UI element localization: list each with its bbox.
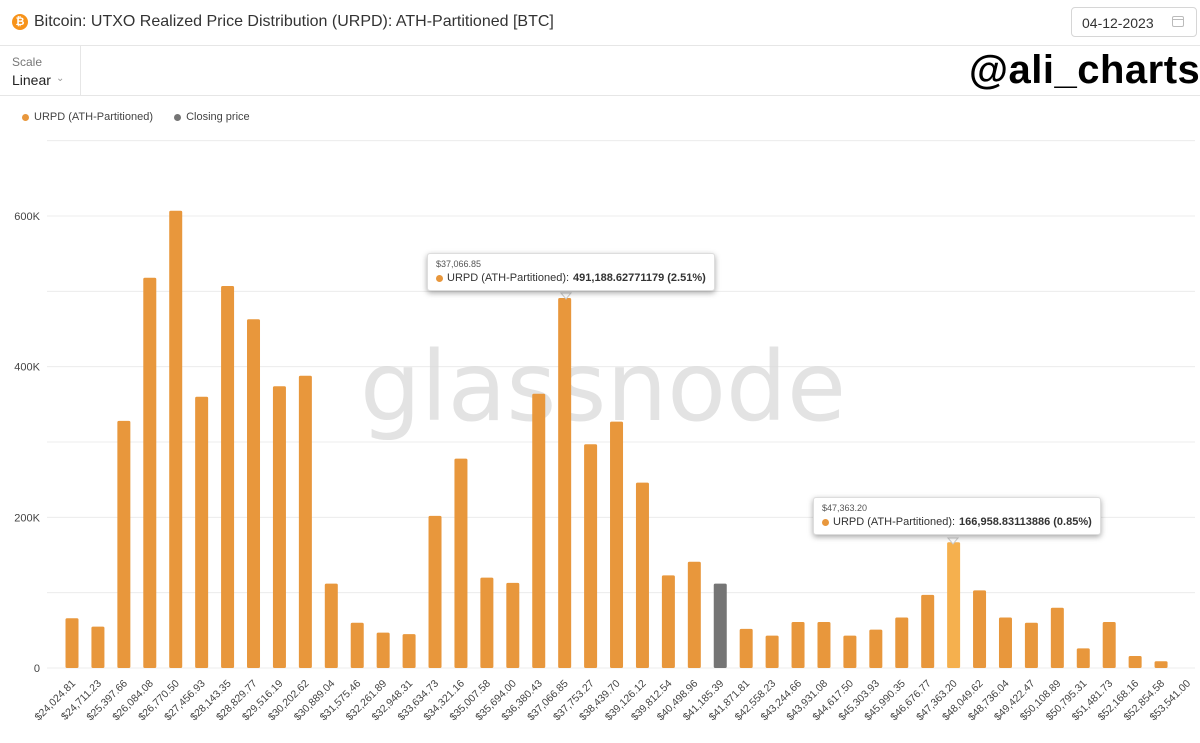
tooltip-37066: $37,066.85 URPD (ATH-Partitioned): 491,1… bbox=[427, 253, 715, 291]
y-tick-label: 200K bbox=[14, 512, 40, 524]
bar-urpd bbox=[324, 583, 338, 668]
legend-item-closing-price[interactable]: Closing price bbox=[174, 111, 250, 123]
bar-urpd bbox=[895, 617, 909, 668]
tooltip-line: URPD (ATH-Partitioned): 166,958.83113886… bbox=[822, 516, 1092, 528]
bar-urpd bbox=[973, 590, 987, 668]
bar-urpd bbox=[998, 617, 1012, 668]
date-value: 04-12-2023 bbox=[1082, 15, 1154, 31]
tooltip-47363: $47,363.20 URPD (ATH-Partitioned): 166,9… bbox=[813, 497, 1101, 535]
y-tick-label: 600K bbox=[14, 211, 40, 223]
legend-item-urpd[interactable]: URPD (ATH-Partitioned) bbox=[22, 111, 153, 123]
bar-urpd bbox=[298, 375, 312, 668]
tooltip-pointer bbox=[559, 292, 573, 300]
tooltip-value: 166,958.83113886 (0.85%) bbox=[959, 516, 1092, 528]
bar-urpd bbox=[558, 297, 572, 668]
bar-urpd bbox=[843, 635, 857, 668]
bar-urpd bbox=[402, 634, 416, 668]
bar-urpd bbox=[376, 632, 390, 668]
bar-urpd bbox=[506, 582, 520, 668]
chart-toolbar: Scale Linear ⌄ bbox=[0, 46, 1200, 96]
bar-urpd bbox=[454, 458, 468, 668]
chart-legend: URPD (ATH-Partitioned) Closing price bbox=[22, 111, 268, 124]
bar-urpd bbox=[765, 635, 779, 668]
bar-urpd bbox=[221, 286, 235, 668]
bar-urpd bbox=[169, 210, 183, 668]
calendar-icon[interactable] bbox=[1172, 16, 1184, 27]
y-tick-label: 0 bbox=[34, 663, 40, 675]
bar-urpd bbox=[272, 386, 286, 668]
bar-urpd bbox=[687, 561, 701, 668]
bar-urpd-highlighted bbox=[947, 542, 961, 668]
author-handle: @ali_charts bbox=[969, 48, 1200, 92]
bar-urpd bbox=[869, 629, 883, 668]
tooltip-dot bbox=[436, 274, 443, 282]
watermark: glassnode bbox=[360, 331, 846, 443]
bar-urpd bbox=[117, 420, 131, 668]
y-tick-label: 400K bbox=[14, 362, 40, 374]
bar-urpd bbox=[1128, 655, 1142, 668]
bar-urpd bbox=[428, 515, 442, 668]
bar-urpd bbox=[532, 393, 546, 668]
bar-closing-price bbox=[713, 583, 727, 668]
legend-label-urpd: URPD (ATH-Partitioned) bbox=[34, 111, 153, 123]
bar-urpd bbox=[921, 594, 935, 668]
bar-urpd bbox=[635, 482, 649, 668]
bar-urpd bbox=[480, 577, 494, 668]
bar-urpd bbox=[584, 444, 598, 668]
bar-urpd bbox=[1024, 622, 1038, 668]
bar-urpd bbox=[91, 626, 105, 668]
bitcoin-icon: ₿ bbox=[12, 14, 28, 30]
bar-urpd bbox=[1154, 661, 1168, 668]
chart-title: Bitcoin: UTXO Realized Price Distributio… bbox=[34, 13, 554, 30]
bar-urpd bbox=[350, 622, 364, 668]
legend-dot-closing-price bbox=[174, 113, 182, 121]
bar-urpd bbox=[195, 396, 209, 668]
bar-urpd bbox=[65, 618, 79, 668]
chevron-down-icon[interactable]: ⌄ bbox=[56, 73, 65, 84]
legend-label-closing-price: Closing price bbox=[186, 111, 250, 123]
bar-urpd bbox=[247, 319, 261, 668]
bar-urpd bbox=[661, 575, 675, 668]
bar-urpd bbox=[1102, 622, 1116, 668]
bar-urpd bbox=[610, 421, 624, 668]
bar-urpd bbox=[1076, 648, 1090, 668]
tooltip-value: 491,188.62771179 (2.51%) bbox=[573, 272, 706, 284]
chart-header: ₿ Bitcoin: UTXO Realized Price Distribut… bbox=[0, 0, 1200, 46]
scale-selector[interactable]: Scale Linear ⌄ bbox=[0, 46, 81, 95]
scale-value[interactable]: Linear bbox=[12, 72, 51, 88]
tooltip-dot bbox=[822, 518, 829, 526]
scale-label: Scale bbox=[12, 55, 43, 69]
date-picker[interactable]: 04-12-2023 bbox=[1071, 7, 1197, 37]
bar-urpd bbox=[817, 622, 831, 668]
tooltip-price: $47,363.20 bbox=[822, 503, 868, 513]
legend-dot-urpd bbox=[22, 113, 29, 121]
tooltip-price: $37,066.85 bbox=[436, 259, 482, 269]
bar-urpd bbox=[1050, 607, 1064, 668]
bar-urpd bbox=[739, 628, 753, 668]
tooltip-pointer bbox=[946, 537, 960, 545]
bar-urpd bbox=[791, 622, 805, 668]
bar-urpd bbox=[143, 277, 157, 668]
tooltip-series: URPD (ATH-Partitioned): bbox=[833, 516, 956, 528]
tooltip-line: URPD (ATH-Partitioned): 491,188.62771179… bbox=[436, 272, 706, 284]
tooltip-series: URPD (ATH-Partitioned): bbox=[447, 272, 570, 284]
